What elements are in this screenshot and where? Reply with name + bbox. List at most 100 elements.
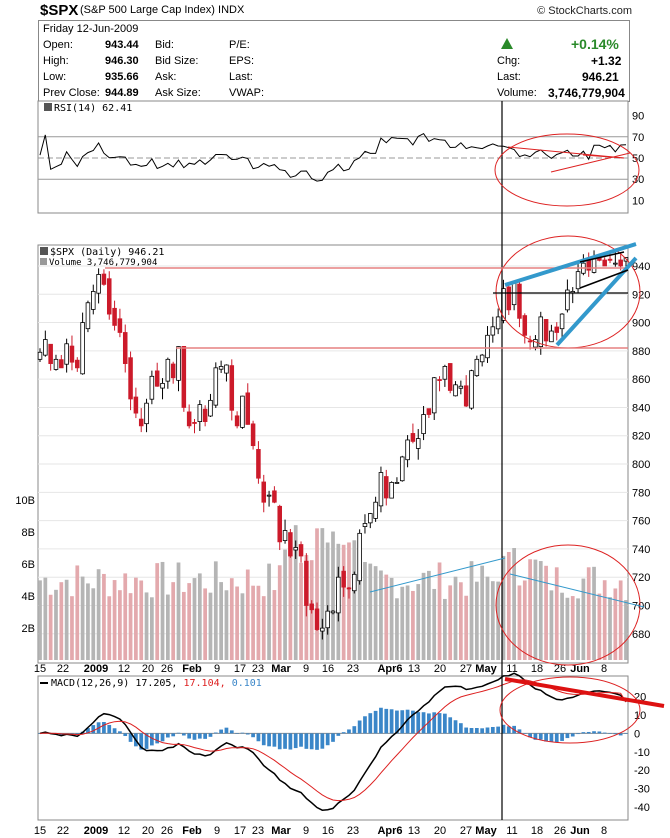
rsi-tick-label: 30 — [632, 174, 644, 186]
volume-label: Volume: — [497, 87, 537, 99]
rsi-legend-swatch — [44, 103, 52, 111]
candle-body — [431, 377, 437, 414]
candle-body — [389, 482, 394, 499]
macd-histogram-bar — [485, 727, 490, 734]
volume-bar — [272, 590, 277, 660]
volume-bar — [245, 569, 250, 660]
candle-body — [208, 399, 213, 417]
percent-change: +0.14% — [571, 36, 619, 52]
x-tick-label: 17 — [234, 663, 246, 675]
chg-value: +1.32 — [591, 54, 622, 68]
volume-bar — [102, 573, 106, 660]
ask-label: Ask: — [155, 71, 177, 83]
volume-bar — [443, 598, 447, 660]
candle-body — [112, 307, 117, 326]
macd-histogram-bar — [384, 708, 389, 734]
volume-bar — [208, 592, 213, 660]
macd-histogram-bar — [405, 709, 410, 734]
volume-bar — [602, 580, 607, 660]
price-legend-swatch — [40, 247, 48, 255]
candle-body — [485, 334, 490, 359]
volume-bar — [325, 542, 330, 660]
macd-histogram-bar — [197, 733, 202, 739]
candle-body — [384, 476, 389, 499]
macd-histogram-bar — [474, 727, 479, 734]
macd-histogram-bar — [602, 732, 607, 734]
candle-body — [341, 570, 346, 588]
candle-body — [282, 530, 288, 541]
x-tick-label: 26 — [161, 825, 173, 837]
volume-legend-swatch — [40, 258, 47, 265]
rsi-line — [39, 132, 627, 182]
macd-tick-label: -30 — [634, 783, 650, 795]
macd-histogram-bar — [448, 717, 453, 734]
candle-body — [554, 326, 560, 333]
volume-bar — [400, 586, 405, 660]
price-tick-label: 680 — [632, 629, 650, 641]
macd-histogram-bar — [181, 733, 186, 736]
candle-body — [421, 414, 426, 435]
macd-histogram-bar — [458, 723, 463, 734]
candle-body — [122, 332, 128, 364]
macd-legend-value: 17.205, — [135, 678, 178, 689]
macd-histogram-bar — [315, 733, 319, 750]
volume-bar — [453, 576, 458, 660]
macd-histogram-bar — [379, 707, 383, 734]
candle-body — [442, 366, 448, 380]
volume-bar — [165, 594, 170, 660]
macd-histogram-bar — [331, 733, 335, 742]
volume-bar — [213, 561, 218, 660]
bid-label: Bid: — [155, 39, 174, 51]
candle-body — [266, 494, 272, 497]
candle-body — [426, 408, 432, 415]
macd-histogram-bar — [411, 710, 415, 734]
macd-histogram-bar — [357, 720, 362, 734]
volume-bar — [171, 582, 176, 660]
candle-body — [293, 547, 298, 551]
volume-bar — [261, 596, 266, 660]
volume-bar — [224, 590, 229, 660]
signal-line — [39, 679, 627, 802]
volume-bar — [118, 590, 122, 660]
price-tick-label: 840 — [632, 402, 650, 414]
candle-body — [538, 316, 544, 348]
macd-histogram-bar — [352, 726, 357, 734]
candle-body — [362, 523, 368, 527]
volume-bar — [469, 561, 474, 660]
candle-body — [437, 379, 442, 381]
macd-histogram-bar — [144, 733, 149, 749]
macd-histogram-bar — [432, 712, 437, 734]
candle-body — [91, 291, 96, 310]
x-tick-label: Feb — [182, 663, 202, 675]
volume-trend-falling — [509, 573, 645, 608]
candle-body — [511, 282, 517, 306]
macd-legend-name: MACD(12,26,9) — [51, 678, 130, 689]
volume-bar — [554, 567, 559, 660]
macd-histogram-bar — [165, 733, 170, 738]
macd-histogram-bar — [123, 733, 128, 737]
x-tick-label: Feb — [182, 825, 202, 837]
macd-histogram-bar — [517, 729, 522, 734]
x-tick-label: Jun — [570, 663, 590, 675]
eps-label: EPS: — [229, 55, 255, 67]
macd-histogram-bar — [277, 733, 282, 750]
flag-upper-line — [579, 251, 625, 263]
macd-histogram-bar — [320, 733, 325, 749]
x-tick-label: 27 — [460, 663, 472, 675]
price-tick-label: 920 — [632, 289, 650, 301]
macd-histogram-bar — [581, 732, 586, 734]
x-tick-label: Mar — [271, 663, 291, 675]
candle-body — [59, 359, 64, 369]
candle-body — [559, 313, 565, 330]
volume-bar — [522, 580, 527, 660]
candle-body — [543, 319, 549, 342]
volume-bar — [160, 561, 165, 660]
x-tick-label: Apr6 — [377, 825, 402, 837]
macd-annotation-circle — [499, 676, 641, 744]
macd-histogram-bar — [368, 713, 373, 734]
volume-bar — [229, 578, 234, 660]
volume-bar — [277, 565, 282, 660]
candle-body — [64, 343, 69, 365]
x-tick-label: 11 — [506, 663, 517, 675]
pe-label: P/E: — [229, 39, 250, 51]
